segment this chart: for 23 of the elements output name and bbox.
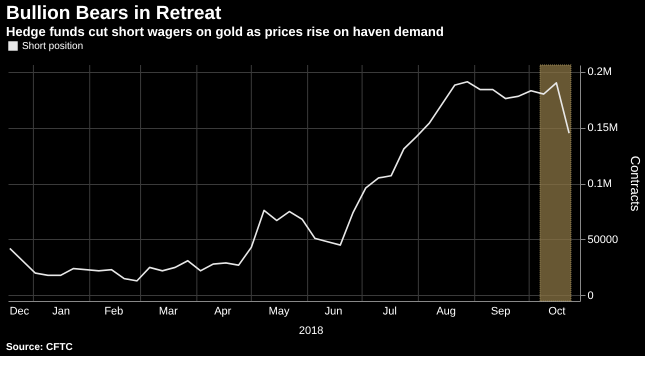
y-tick-label: 50000 <box>588 234 618 246</box>
x-tick-label: Dec <box>10 306 30 318</box>
line-series <box>9 80 570 282</box>
x-tick-label: Jul <box>382 306 397 318</box>
text: 2018 <box>298 325 324 337</box>
x-tick-label: Apr <box>214 306 232 318</box>
x-tick-label: Mar <box>158 306 178 318</box>
y-tick-label: 0 <box>588 290 594 302</box>
chart-subtitle: Hedge funds cut short wagers on gold as prices rise on haven demand <box>6 24 444 39</box>
x-tick-label: May <box>268 306 290 318</box>
x-tick-label: Sep <box>490 306 510 318</box>
x-tick-label: Jun <box>324 306 342 318</box>
x-tick-label: Aug <box>436 306 456 318</box>
x-tick-label: Oct <box>548 306 566 318</box>
chart-title: Bullion Bears in Retreat <box>6 3 222 24</box>
x-tick-label: Feb <box>104 306 124 318</box>
y-axis-title: Contracts <box>628 156 644 212</box>
y-tick-label: 0.1M <box>588 178 612 190</box>
legend-label: Short position <box>22 41 84 52</box>
y-tick-label: 0.2M <box>588 66 612 78</box>
y-tick-label: 0.15M <box>588 122 618 134</box>
x-tick-label: Jan <box>52 306 70 318</box>
source-note: Source: CFTC <box>6 342 73 353</box>
